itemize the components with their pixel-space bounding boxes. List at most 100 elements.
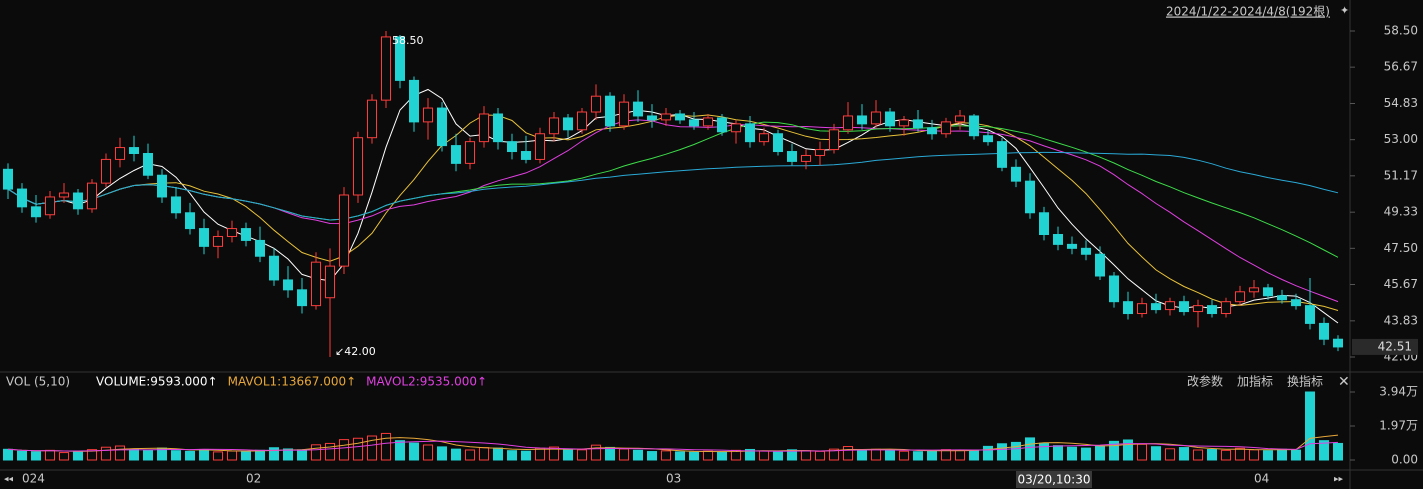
volume-bar: [857, 449, 867, 461]
high-annotation: 58.50: [392, 34, 424, 47]
close-button[interactable]: ✕: [1338, 374, 1350, 390]
candle-body: [1249, 287, 1259, 293]
y-tick-label: 43.83: [1384, 313, 1418, 327]
candle-body: [31, 206, 41, 218]
volume-bar: [1123, 439, 1133, 461]
x-tick-label: 024: [22, 472, 45, 486]
candle-body: [591, 95, 601, 113]
candle-body: [535, 133, 545, 160]
vol-tick-label: 1.97万: [1379, 419, 1418, 433]
candle-body: [871, 111, 881, 125]
candle-body: [689, 119, 699, 127]
candle-body: [843, 115, 853, 131]
candle-body: [171, 196, 181, 214]
volume-bar: [507, 450, 517, 461]
scroll-right[interactable]: ▸▸: [1334, 475, 1344, 485]
volume-bar: [675, 451, 685, 461]
volume-bar: [717, 451, 727, 461]
y-tick-label: 56.67: [1384, 60, 1418, 74]
volume-bar: [1207, 448, 1217, 461]
indicator-button[interactable]: 改参数: [1187, 374, 1223, 389]
volume-bar: [913, 451, 923, 461]
candle-body: [311, 261, 321, 307]
volume-bar: [1067, 446, 1077, 461]
candle-body: [899, 119, 909, 127]
volume-bar: [1319, 440, 1329, 461]
candle-body: [829, 129, 839, 151]
volume-bar: [325, 442, 335, 461]
indicator-button[interactable]: 加指标: [1237, 374, 1273, 389]
candle-body: [577, 111, 587, 131]
volume-bar: [997, 443, 1007, 461]
volume-bar: [31, 451, 41, 461]
indicator-button[interactable]: 换指标: [1287, 374, 1323, 389]
candle-body: [115, 147, 125, 160]
volume-bar: [927, 450, 937, 461]
candle-body: [353, 137, 363, 196]
y-tick-label: 49.33: [1384, 205, 1418, 219]
candle-body: [423, 107, 433, 123]
candle-body: [1137, 303, 1147, 315]
candle-body: [1319, 322, 1329, 340]
vol-readout: MAVOL1:13667.000↑: [228, 375, 357, 389]
candle-body: [857, 115, 867, 125]
candle-body: [199, 228, 209, 247]
volume-bar: [381, 432, 391, 461]
volume-bar: [745, 448, 755, 461]
volume-bar: [829, 448, 839, 461]
volume-bar: [703, 450, 713, 461]
volume-bar: [535, 447, 545, 461]
candle-body: [885, 111, 895, 127]
pin-icon[interactable]: ✦: [1340, 4, 1349, 17]
volume-bar: [1165, 448, 1175, 461]
volume-bar: [297, 449, 307, 461]
candle-body: [157, 174, 167, 198]
crosshair-label: 03/20,10:30: [1018, 473, 1091, 487]
candle-body: [381, 36, 391, 101]
candle-body: [997, 141, 1007, 168]
candle-body: [297, 289, 307, 307]
candle-body: [1039, 212, 1049, 236]
candle-body: [101, 158, 111, 184]
ma60-line: [7, 151, 1339, 221]
y-tick-label: 53.00: [1384, 132, 1418, 146]
x-tick-label: 03: [666, 472, 681, 486]
low-annotation: ↙42.00: [335, 345, 376, 358]
volume-bar: [1263, 450, 1273, 461]
volume-bar: [633, 449, 643, 461]
candle-body: [227, 228, 237, 237]
volume-bar: [605, 446, 615, 461]
candle-body: [731, 123, 741, 133]
volume-bar: [549, 446, 559, 461]
volume-bar: [143, 449, 153, 461]
candle-body: [73, 192, 83, 210]
volume-bar: [409, 442, 419, 461]
volume-bar: [171, 450, 181, 461]
volume-bar: [339, 439, 349, 461]
volume-bar: [1179, 447, 1189, 461]
y-tick-label: 51.17: [1384, 168, 1418, 182]
volume-bar: [465, 449, 475, 461]
range-label[interactable]: 2024/1/22-2024/4/8(192根): [1166, 5, 1330, 19]
volume-bar: [241, 451, 251, 461]
volume-bar: [577, 449, 587, 461]
candle-body: [605, 95, 615, 127]
candle-body: [983, 135, 993, 143]
candle-body: [129, 147, 139, 154]
volume-bar: [199, 448, 209, 461]
candle-body: [661, 113, 671, 121]
candle-body: [941, 121, 951, 135]
candle-body: [1109, 275, 1119, 303]
volume-bar: [255, 449, 265, 461]
scroll-left[interactable]: ◂◂: [4, 475, 14, 485]
volume-bar: [3, 448, 13, 461]
candle-body: [213, 235, 223, 247]
candle-body: [1179, 301, 1189, 313]
y-tick-label: 47.50: [1384, 241, 1418, 255]
candle-body: [1333, 338, 1343, 348]
candle-body: [325, 265, 335, 299]
candle-body: [507, 141, 517, 153]
